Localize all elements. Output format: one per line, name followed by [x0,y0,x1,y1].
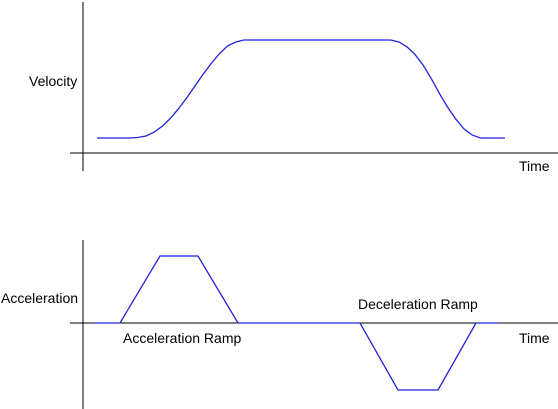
acceleration-ramp-annotation: Acceleration Ramp [123,330,241,346]
deceleration-ramp-annotation: Deceleration Ramp [358,296,478,312]
acceleration-x-label: Time [519,330,550,346]
acceleration-series-line [94,255,500,391]
velocity-y-label: Velocity [29,73,77,89]
velocity-chart: Velocity Time [29,2,558,174]
velocity-series-line [97,39,505,139]
velocity-x-label: Time [519,158,550,174]
acceleration-y-label: Acceleration [1,290,78,306]
acceleration-chart: Acceleration Time Acceleration Ramp Dece… [1,240,558,409]
